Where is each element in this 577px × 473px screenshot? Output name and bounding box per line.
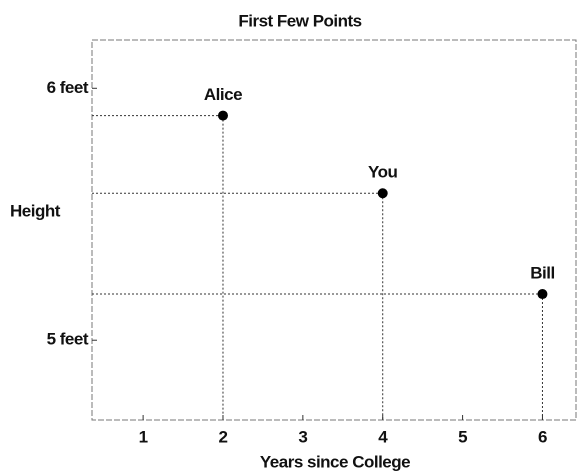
- y-axis-label: Height: [10, 201, 61, 220]
- point: [377, 188, 388, 199]
- x-tick-label: 1: [139, 427, 148, 446]
- x-axis-label: Years since College: [260, 452, 410, 471]
- point-label: Bill: [530, 264, 554, 283]
- x-tick-label: 6: [538, 427, 547, 446]
- point: [217, 110, 228, 121]
- point-label: Alice: [204, 85, 242, 104]
- y-tick-label: 6 feet: [47, 78, 89, 97]
- x-tick-label: 4: [378, 427, 388, 446]
- x-tick-label: 2: [218, 427, 227, 446]
- y-tick-label: 5 feet: [47, 330, 89, 349]
- chart-title: First Few Points: [238, 11, 361, 30]
- plot-frame: [91, 39, 577, 421]
- x-tick-label: 5: [458, 427, 467, 446]
- point: [537, 289, 548, 300]
- point-label: You: [368, 163, 397, 182]
- x-tick-label: 3: [298, 427, 307, 446]
